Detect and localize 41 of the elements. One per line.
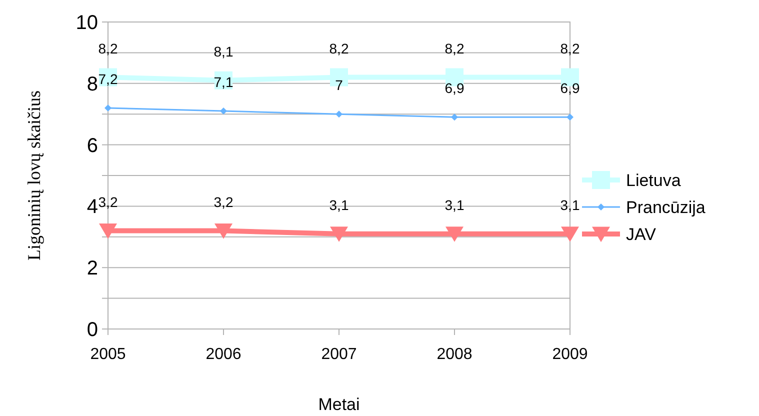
point (330, 226, 348, 242)
y-tick-label: 6 (86, 134, 98, 157)
y-tick-label: 0 (86, 319, 98, 341)
point (214, 224, 232, 239)
point (336, 110, 342, 118)
x-axis-title: Metai (318, 395, 360, 414)
data-label: 7 (335, 77, 344, 94)
data-label: 3,1 (560, 196, 580, 213)
data-label: 8,2 (560, 40, 580, 56)
point (99, 224, 117, 239)
data-label: 3,1 (329, 196, 349, 213)
legend-label: JAV (626, 224, 657, 244)
point (220, 108, 227, 115)
data-label: 8,1 (214, 43, 234, 60)
data-label: 3,1 (444, 196, 464, 213)
point (446, 226, 464, 242)
y-tick-label: 4 (86, 196, 98, 218)
legend-label: Lietuva (626, 170, 682, 190)
data-label: 7,2 (98, 70, 118, 87)
y-axis-title: Ligoninių lovų skaičius (24, 90, 44, 260)
data-label: 6,9 (560, 80, 580, 96)
x-tick-label: 2005 (90, 346, 126, 363)
data-label: 7,1 (214, 74, 234, 90)
point (104, 104, 112, 112)
x-tick-label: 2008 (436, 346, 472, 363)
data-label: 8,2 (98, 40, 118, 56)
y-tick-label: 8 (86, 73, 98, 96)
data-label: 3,2 (214, 194, 234, 210)
data-label: 6,9 (444, 80, 464, 96)
data-label: 8,2 (444, 40, 464, 56)
x-tick-label: 2007 (321, 346, 357, 363)
point (561, 226, 579, 242)
x-tick-label: 2006 (206, 346, 242, 363)
point (451, 114, 458, 121)
point (566, 114, 574, 121)
legend-label: Prancūzija (626, 198, 706, 217)
y-tick-label: 2 (86, 258, 98, 280)
y-tick-label: 10 (76, 12, 98, 34)
data-label: 8,2 (329, 40, 349, 56)
data-label: 3,2 (98, 194, 118, 210)
x-tick-label: 2009 (552, 346, 588, 363)
